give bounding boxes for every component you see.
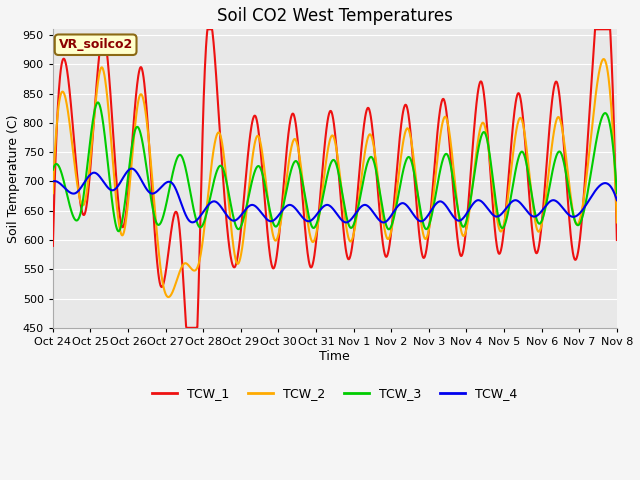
Y-axis label: Soil Temperature (C): Soil Temperature (C) <box>7 114 20 243</box>
Title: Soil CO2 West Temperatures: Soil CO2 West Temperatures <box>217 7 453 25</box>
X-axis label: Time: Time <box>319 349 350 362</box>
Text: VR_soilco2: VR_soilco2 <box>58 38 132 51</box>
Legend: TCW_1, TCW_2, TCW_3, TCW_4: TCW_1, TCW_2, TCW_3, TCW_4 <box>147 382 522 405</box>
